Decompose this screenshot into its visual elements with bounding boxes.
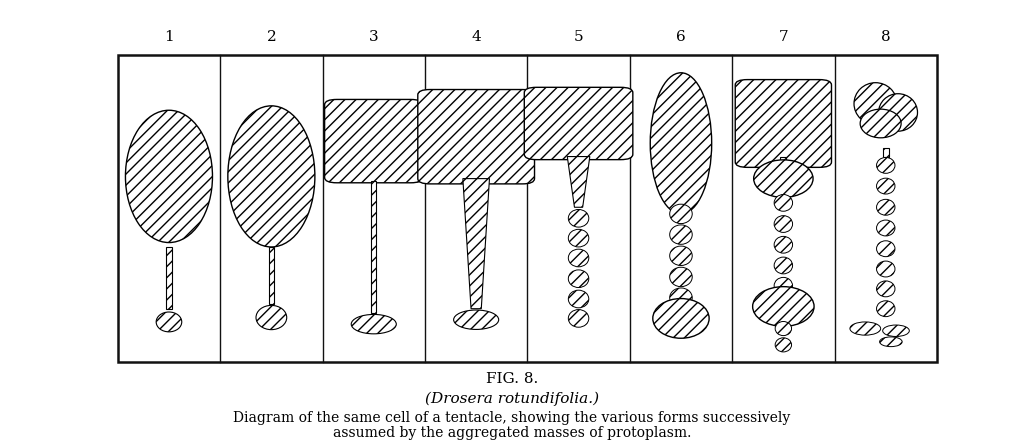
FancyBboxPatch shape bbox=[735, 80, 831, 168]
Bar bbox=[780, 157, 786, 165]
Ellipse shape bbox=[568, 229, 589, 247]
Text: assumed by the aggregated masses of protoplasm.: assumed by the aggregated masses of prot… bbox=[333, 426, 691, 440]
Ellipse shape bbox=[877, 261, 895, 277]
Ellipse shape bbox=[877, 199, 895, 215]
Ellipse shape bbox=[774, 277, 793, 294]
Bar bbox=[371, 181, 377, 313]
Ellipse shape bbox=[775, 321, 792, 336]
Ellipse shape bbox=[568, 290, 589, 308]
Ellipse shape bbox=[670, 225, 692, 244]
Ellipse shape bbox=[256, 305, 287, 329]
Bar bbox=[883, 148, 889, 157]
Circle shape bbox=[850, 322, 881, 335]
Ellipse shape bbox=[753, 287, 814, 326]
FancyBboxPatch shape bbox=[325, 100, 423, 183]
Ellipse shape bbox=[568, 209, 589, 227]
Ellipse shape bbox=[775, 338, 792, 352]
Ellipse shape bbox=[156, 312, 182, 332]
Circle shape bbox=[883, 325, 909, 336]
Text: (Drosera rotundifolia.): (Drosera rotundifolia.) bbox=[425, 392, 599, 406]
Ellipse shape bbox=[877, 178, 895, 194]
Ellipse shape bbox=[670, 246, 692, 265]
Ellipse shape bbox=[774, 216, 793, 232]
Ellipse shape bbox=[854, 83, 897, 124]
Ellipse shape bbox=[650, 73, 712, 214]
Ellipse shape bbox=[774, 194, 793, 211]
Text: Diagram of the same cell of a tentacle, showing the various forms successively: Diagram of the same cell of a tentacle, … bbox=[233, 411, 791, 425]
Ellipse shape bbox=[877, 301, 895, 317]
Ellipse shape bbox=[670, 267, 692, 287]
Bar bbox=[118, 55, 937, 362]
Text: 5: 5 bbox=[573, 30, 584, 44]
Ellipse shape bbox=[653, 299, 709, 338]
Ellipse shape bbox=[879, 93, 918, 131]
Circle shape bbox=[351, 314, 396, 334]
Ellipse shape bbox=[774, 257, 793, 274]
FancyBboxPatch shape bbox=[524, 87, 633, 160]
Ellipse shape bbox=[877, 281, 895, 297]
Ellipse shape bbox=[877, 157, 895, 173]
Text: 2: 2 bbox=[266, 30, 276, 44]
FancyBboxPatch shape bbox=[418, 90, 535, 184]
Ellipse shape bbox=[227, 106, 315, 247]
Text: 6: 6 bbox=[676, 30, 686, 44]
Bar bbox=[268, 247, 274, 304]
Circle shape bbox=[454, 310, 499, 329]
Bar bbox=[166, 247, 172, 309]
Polygon shape bbox=[567, 157, 590, 207]
Ellipse shape bbox=[754, 160, 813, 198]
Ellipse shape bbox=[568, 249, 589, 267]
Text: 4: 4 bbox=[471, 30, 481, 44]
Text: FIG. 8.: FIG. 8. bbox=[485, 372, 539, 386]
Ellipse shape bbox=[670, 204, 692, 224]
Ellipse shape bbox=[860, 109, 901, 138]
Text: 1: 1 bbox=[164, 30, 174, 44]
Circle shape bbox=[880, 337, 902, 347]
Ellipse shape bbox=[568, 310, 589, 327]
Ellipse shape bbox=[125, 110, 213, 243]
Text: 7: 7 bbox=[778, 30, 788, 44]
Polygon shape bbox=[463, 179, 489, 309]
Ellipse shape bbox=[568, 270, 589, 288]
Ellipse shape bbox=[670, 288, 692, 307]
Ellipse shape bbox=[877, 241, 895, 257]
Text: 3: 3 bbox=[369, 30, 379, 44]
Ellipse shape bbox=[774, 236, 793, 253]
Text: 8: 8 bbox=[881, 30, 891, 44]
Ellipse shape bbox=[877, 220, 895, 236]
